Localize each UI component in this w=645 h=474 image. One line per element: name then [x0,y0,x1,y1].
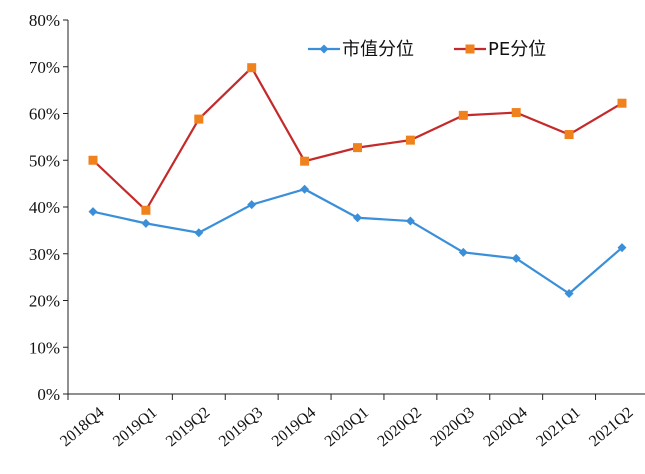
legend-item: 市值分位 [308,39,414,60]
data-point [353,213,362,223]
legend-marker [319,44,329,54]
data-point [511,253,521,263]
data-point [617,243,627,253]
legend-item: PE分位 [454,39,546,60]
data-point [458,247,468,257]
data-point [300,156,310,166]
y-tick-label: 80% [29,11,60,30]
x-tick-label: 2019Q2 [163,404,213,450]
data-point [141,205,151,215]
y-tick-label: 40% [29,198,60,217]
data-point [141,218,151,228]
y-tick-label: 70% [29,58,60,77]
data-point [88,155,98,165]
y-tick-label: 60% [29,105,60,124]
data-point [353,143,362,153]
x-tick-label: 2019Q4 [269,404,319,450]
data-point [88,207,98,217]
x-tick-label: 2020Q3 [427,404,477,450]
y-tick-label: 10% [29,338,60,357]
y-tick-label: 30% [29,245,60,264]
series-market-cap-percentile [88,184,627,298]
y-tick-label: 0% [37,385,60,404]
x-tick-label: 2019Q3 [216,404,266,450]
x-tick-label: 2018Q4 [57,404,107,450]
x-tick-label: 2020Q2 [375,404,425,450]
data-point [194,228,204,238]
y-tick-label: 50% [29,151,60,170]
legend-label: 市值分位 [342,39,414,60]
x-axis: 2018Q4 2019Q1 2019Q2 2019Q3 2019Q4 2020Q1 2020… [57,393,645,450]
x-tick-label: 2021Q2 [586,404,636,450]
data-point [617,98,627,108]
data-point [194,114,204,124]
data-point [564,130,574,140]
x-tick-label: 2020Q4 [480,404,530,450]
data-point [511,108,521,118]
data-point [247,63,257,73]
legend-marker [465,44,475,54]
data-point [564,288,574,298]
data-point [300,184,310,194]
x-tick-label: 2021Q1 [533,404,583,450]
series-pe-percentile [88,63,627,215]
y-tick-label: 20% [29,292,60,311]
series-line [92,188,623,295]
series-layer [88,63,627,298]
data-point [247,200,257,210]
legend-label: PE分位 [488,39,546,60]
data-point [405,216,415,226]
data-point [405,135,415,145]
x-tick-label: 2019Q1 [110,404,160,450]
legend: 市值分位 PE分位 [308,39,546,60]
y-axis: 0% 10% 20% 30% 40% 50% 60% 70% 80% [29,11,69,404]
data-point [458,110,468,120]
x-tick-label: 2020Q1 [322,404,372,450]
series-line [92,65,623,213]
